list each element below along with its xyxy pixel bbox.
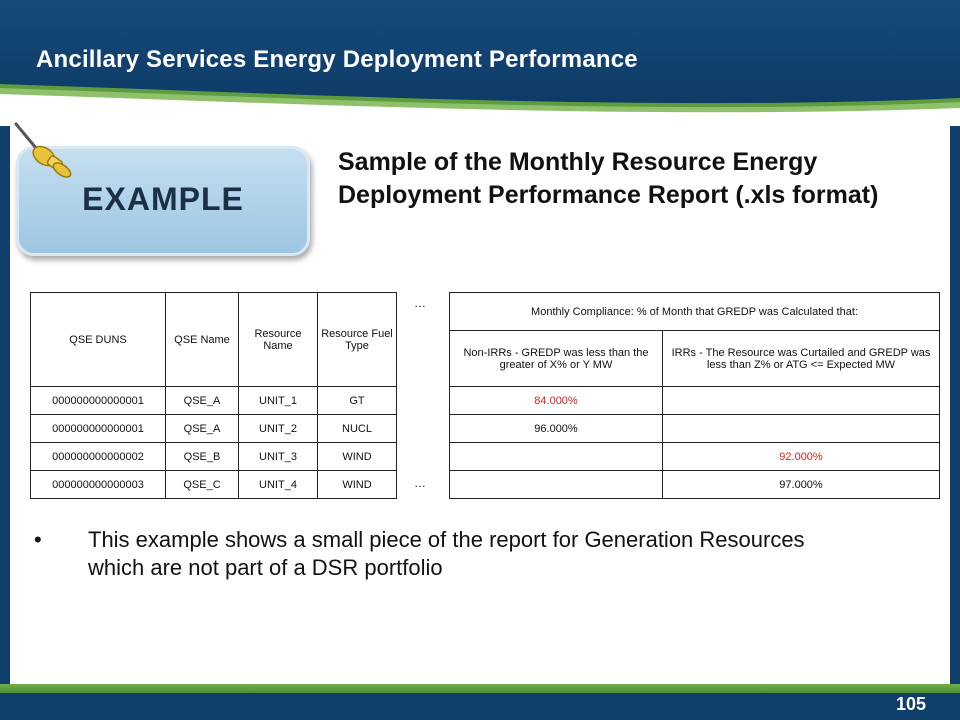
- header-qse-duns: QSE DUNS: [30, 292, 166, 387]
- cell-irr: 92.000%: [662, 442, 940, 471]
- cell-non-irr: [449, 470, 663, 499]
- cell-irr: [662, 414, 940, 443]
- cell-duns: 000000000000001: [30, 386, 166, 415]
- cell-resource: UNIT_4: [238, 470, 318, 499]
- header-resource-name: Resource Name: [238, 292, 318, 387]
- ellipsis-top: …: [414, 296, 426, 310]
- header-compliance: Monthly Compliance: % of Month that GRED…: [449, 292, 940, 331]
- cell-qse: QSE_A: [165, 414, 239, 443]
- gap-cell: [397, 415, 450, 443]
- cell-duns: 000000000000001: [30, 414, 166, 443]
- ellipsis-bottom: …: [414, 476, 426, 490]
- gap-cell: [397, 443, 450, 471]
- header-swoosh: [0, 84, 960, 126]
- header-non-irr: Non-IRRs - GREDP was less than the great…: [449, 330, 663, 387]
- page-number: 105: [895, 694, 926, 714]
- gap-cell: [397, 387, 450, 415]
- cell-non-irr: 96.000%: [449, 414, 663, 443]
- footer-green-bar: [0, 684, 960, 693]
- example-label: EXAMPLE: [82, 181, 244, 217]
- bullet-text: This example shows a small piece of the …: [88, 527, 805, 580]
- cell-qse: QSE_C: [165, 470, 239, 499]
- cell-non-irr: [449, 442, 663, 471]
- cell-non-irr: 84.000%: [449, 386, 663, 415]
- table-row: 000000000000003 QSE_C UNIT_4 WIND 97.000…: [30, 470, 940, 499]
- table-row: 000000000000001 QSE_A UNIT_2 NUCL 96.000…: [30, 414, 940, 443]
- slide-title: Ancillary Services Energy Deployment Per…: [36, 46, 638, 73]
- gap-column: [397, 293, 450, 387]
- cell-resource: UNIT_3: [238, 442, 318, 471]
- gap-cell: [397, 471, 450, 499]
- example-badge: EXAMPLE: [16, 146, 310, 256]
- cell-fuel: NUCL: [317, 414, 397, 443]
- cell-resource: UNIT_2: [238, 414, 318, 443]
- cell-fuel: GT: [317, 386, 397, 415]
- cell-irr: 97.000%: [662, 470, 940, 499]
- header-qse-name: QSE Name: [165, 292, 239, 387]
- cell-qse: QSE_B: [165, 442, 239, 471]
- report-heading: Sample of the Monthly Resource Energy De…: [338, 148, 879, 209]
- cell-fuel: WIND: [317, 442, 397, 471]
- table-row: 000000000000002 QSE_B UNIT_3 WIND 92.000…: [30, 442, 940, 471]
- header-irr: IRRs - The Resource was Curtailed and GR…: [662, 330, 940, 387]
- table-row: 000000000000001 QSE_A UNIT_1 GT 84.000%: [30, 386, 940, 415]
- report-table: QSE DUNS QSE Name Resource Name Resource…: [30, 292, 940, 499]
- header-fuel-type: Resource Fuel Type: [317, 292, 397, 387]
- cell-duns: 000000000000002: [30, 442, 166, 471]
- cell-fuel: WIND: [317, 470, 397, 499]
- cell-irr: [662, 386, 940, 415]
- cell-resource: UNIT_1: [238, 386, 318, 415]
- bullet-symbol: •: [34, 527, 42, 552]
- cell-duns: 000000000000003: [30, 470, 166, 499]
- cell-qse: QSE_A: [165, 386, 239, 415]
- pushpin-icon: [14, 122, 72, 178]
